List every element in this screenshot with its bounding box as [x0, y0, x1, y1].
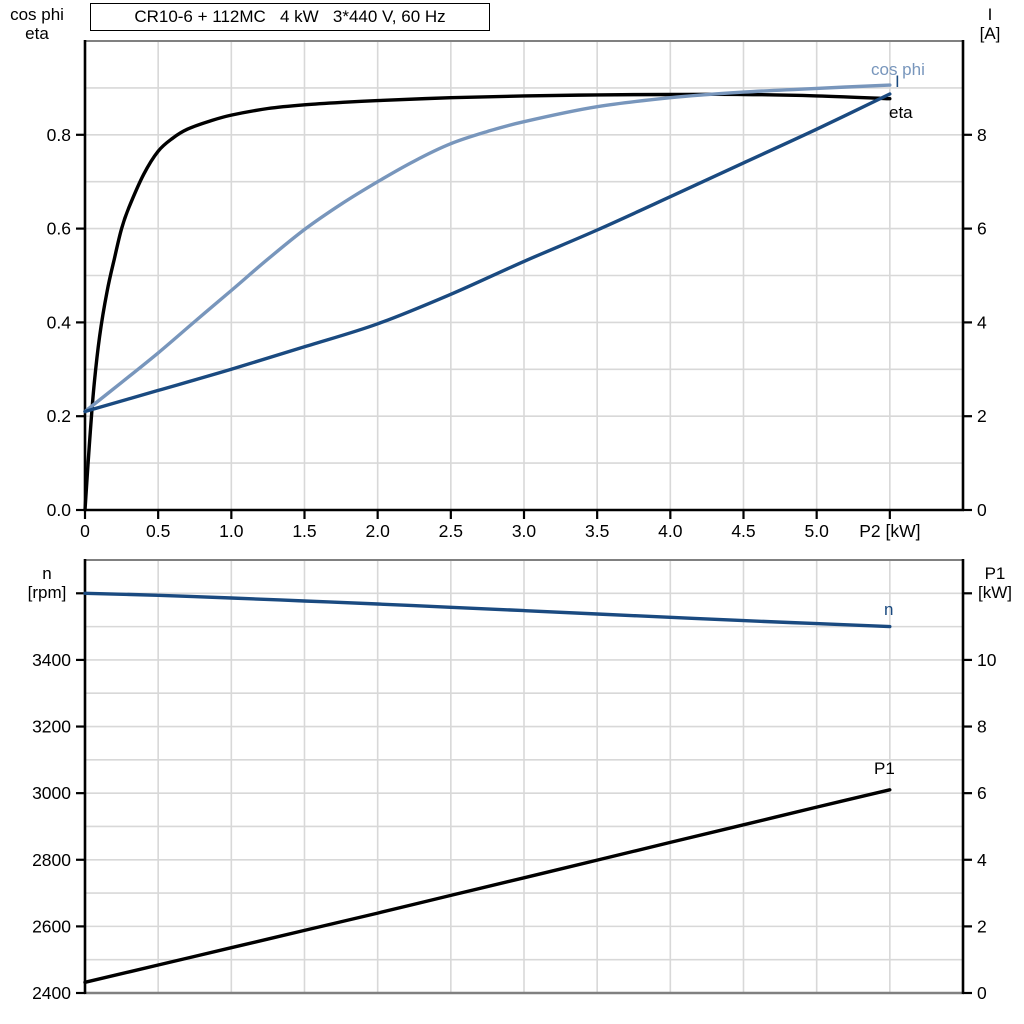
- p1-curve-label: P1: [874, 759, 895, 778]
- left-axis-label-line2: eta: [25, 24, 49, 43]
- right-tick-label: 2: [977, 406, 987, 426]
- left-tick-label: 3400: [32, 650, 71, 670]
- right-tick-label: 8: [977, 717, 987, 737]
- x-tick-label: 2.0: [366, 521, 391, 541]
- bottom-right-axis-label: P1 [kW]: [966, 564, 1024, 602]
- curve-i: [83, 92, 892, 414]
- left-tick-label: 0.8: [47, 125, 71, 145]
- right-axis-label-line2: [A]: [979, 24, 1001, 43]
- right-tick-label: 2: [977, 916, 987, 936]
- right-axis-label-line1: I: [987, 5, 993, 24]
- x-tick-label: 0: [80, 521, 90, 541]
- right-tick-label: 6: [977, 219, 987, 239]
- curve-p1: [83, 788, 892, 984]
- current-curve-label: I: [895, 72, 900, 91]
- left-tick-label: 0.0: [47, 500, 72, 520]
- left-tick-label: 2600: [32, 916, 71, 936]
- right-tick-label: 0: [977, 500, 987, 520]
- right-tick-label: 4: [977, 312, 987, 332]
- x-axis-unit-label: P2 [kW]: [859, 521, 920, 541]
- chart-title: CR10-6 + 112MC 4 kW 3*440 V, 60 Hz: [134, 7, 446, 26]
- p1-axis-label-line1: P1: [984, 564, 1006, 583]
- left-tick-label: 0.6: [47, 219, 71, 239]
- right-tick-label: 6: [977, 783, 987, 803]
- n-axis-label-line1: n: [42, 564, 52, 583]
- x-tick-label: 4.0: [658, 521, 683, 541]
- curve-eta: [83, 92, 892, 512]
- x-tick-label: 5.0: [805, 521, 830, 541]
- speed-curve-label: n: [884, 600, 894, 619]
- left-tick-label: 2400: [32, 983, 71, 1003]
- right-tick-label: 8: [977, 125, 987, 145]
- left-tick-label: 2800: [32, 850, 71, 870]
- chart-title-box: CR10-6 + 112MC 4 kW 3*440 V, 60 Hz: [90, 3, 490, 31]
- x-tick-label: 0.5: [146, 521, 170, 541]
- bottom-left-axis-label: n [rpm]: [12, 564, 82, 602]
- x-tick-label: 3.5: [585, 521, 609, 541]
- x-tick-label: 2.5: [439, 521, 463, 541]
- curve-n: [83, 591, 892, 629]
- x-tick-label: 4.5: [731, 521, 755, 541]
- cos-phi-curve-label: cos phi: [871, 60, 925, 79]
- eta-curve-label: eta: [889, 103, 913, 122]
- curve-cos-phi: [83, 83, 892, 414]
- x-tick-label: 1.0: [219, 521, 244, 541]
- top-left-axis-label: cos phi eta: [2, 5, 72, 43]
- right-tick-label: 0: [977, 983, 987, 1003]
- left-tick-label: 3000: [32, 783, 71, 803]
- x-tick-label: 1.5: [292, 521, 316, 541]
- right-tick-label: 4: [977, 850, 987, 870]
- left-tick-label: 0.2: [47, 406, 71, 426]
- x-tick-label: 3.0: [512, 521, 537, 541]
- left-tick-label: 3200: [32, 717, 71, 737]
- left-tick-label: 0.4: [47, 312, 72, 332]
- left-axis-label-line1: cos phi: [10, 5, 64, 24]
- right-tick-label: 10: [977, 650, 997, 670]
- p1-axis-label-line2: [kW]: [978, 583, 1012, 602]
- top-right-axis-label: I [A]: [961, 5, 1019, 43]
- n-axis-label-line2: [rpm]: [27, 583, 67, 602]
